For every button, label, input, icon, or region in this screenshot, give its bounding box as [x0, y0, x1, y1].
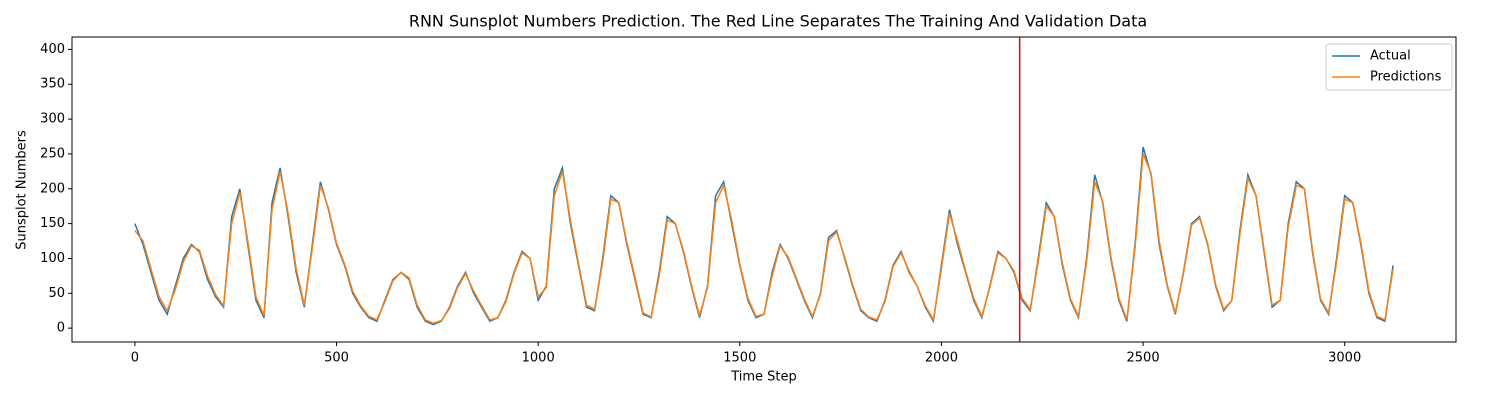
y-tick-label: 350: [40, 77, 65, 92]
data-line: [134, 153, 1394, 325]
y-tick-label: 50: [48, 286, 65, 301]
y-tick-label: 250: [40, 146, 65, 161]
data-line: [134, 146, 1394, 326]
y-tick-label: 0: [57, 321, 65, 336]
y-tick-label: 300: [40, 112, 65, 127]
chart-title: RNN Sunsplot Numbers Prediction. The Red…: [409, 12, 1147, 31]
x-tick-label: 1500: [723, 351, 756, 366]
y-tick-label: 100: [40, 251, 65, 266]
x-tick-label: 2000: [925, 351, 958, 366]
y-axis-label: Sunsplot Numbers: [15, 130, 30, 250]
legend-label: Actual: [1370, 49, 1411, 64]
y-tick-label: 200: [40, 181, 65, 196]
x-tick-label: 1000: [522, 351, 555, 366]
x-tick-label: 500: [324, 351, 349, 366]
x-axis-label: Time Step: [730, 370, 797, 385]
plot-area: [134, 146, 1394, 326]
y-tick-label: 150: [40, 216, 65, 231]
y-tick-label: 400: [40, 42, 65, 57]
x-tick-label: 3000: [1328, 351, 1361, 366]
x-tick-label: 0: [131, 351, 139, 366]
legend-label: Predictions: [1370, 70, 1442, 85]
axes-frame: [71, 36, 1457, 343]
x-tick-label: 2500: [1127, 351, 1160, 366]
